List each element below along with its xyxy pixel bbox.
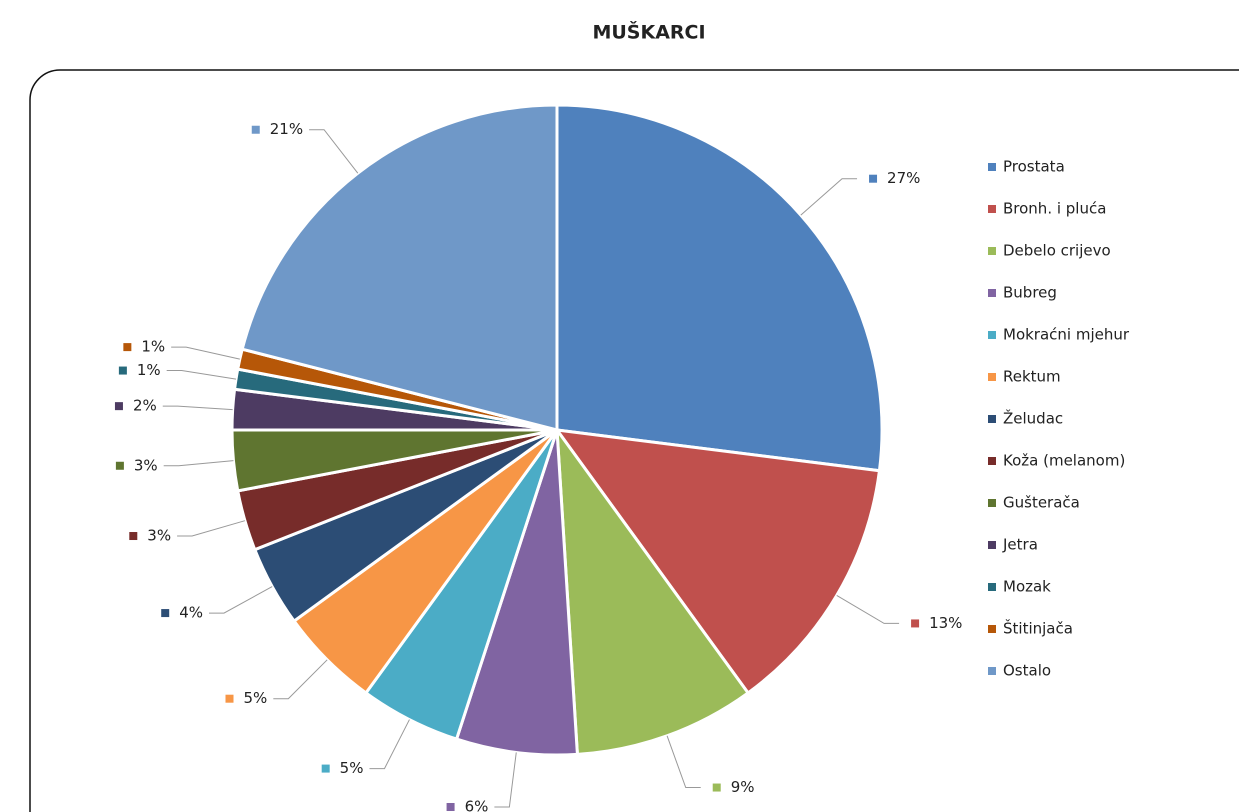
leader-line	[666, 735, 701, 789]
legend-marker	[988, 289, 996, 297]
leader-line	[800, 178, 858, 216]
chart-title: MUŠKARCI	[592, 20, 705, 44]
data-label: 3%	[147, 527, 171, 545]
label-marker	[123, 343, 132, 352]
legend-label: Jetra	[1002, 536, 1038, 554]
leader-line	[166, 370, 237, 380]
leader-line	[494, 752, 517, 808]
data-label: 27%	[887, 169, 920, 187]
data-label: 1%	[137, 361, 161, 379]
label-marker	[251, 125, 260, 134]
label-marker	[712, 783, 721, 792]
legend-marker	[988, 415, 996, 423]
data-label: 3%	[134, 456, 158, 474]
pie-slice	[555, 424, 751, 756]
leader-line	[836, 595, 900, 624]
legend-marker	[988, 373, 996, 381]
legend-label: Debelo crijevo	[1003, 242, 1111, 260]
data-label: 2%	[133, 397, 157, 415]
data-label: 21%	[270, 120, 303, 138]
legend-marker	[988, 625, 996, 633]
leader-line	[177, 520, 246, 537]
legend-marker	[988, 331, 996, 339]
legend-marker	[988, 667, 996, 675]
label-marker	[321, 764, 330, 773]
label-marker	[118, 366, 127, 375]
leader-line	[209, 586, 273, 614]
label-marker	[114, 402, 123, 411]
data-label: 5%	[340, 759, 364, 777]
legend-marker	[988, 457, 996, 465]
data-label: 4%	[179, 604, 203, 622]
legend-label: Bubreg	[1003, 284, 1057, 302]
data-label: 13%	[929, 614, 962, 632]
legend-label: Ostalo	[1003, 662, 1051, 680]
label-marker	[161, 609, 170, 618]
legend-label: Bronh. i pluća	[1003, 200, 1106, 218]
legend-marker	[988, 541, 996, 549]
legend-label: Mozak	[1003, 578, 1051, 596]
frame	[29, 69, 1239, 812]
legend-label: Koža (melanom)	[1003, 452, 1125, 470]
leader-line	[163, 460, 234, 467]
label-marker	[129, 532, 138, 541]
legend-label: Štitinjača	[1003, 619, 1073, 638]
pie-slice	[240, 103, 559, 432]
legend-label: Mokraćni mjehur	[1003, 326, 1130, 344]
legend-label: Želudac	[1003, 409, 1063, 428]
data-label: 5%	[244, 689, 268, 707]
data-label: 9%	[731, 778, 755, 796]
label-marker	[869, 174, 878, 183]
pie-slice	[555, 103, 884, 473]
legend-label: Gušterača	[1003, 494, 1080, 512]
legend-marker	[988, 205, 996, 213]
label-marker	[446, 803, 455, 812]
legend-marker	[988, 247, 996, 255]
data-label: 1%	[141, 338, 165, 356]
label-marker	[225, 694, 234, 703]
pie-slice	[454, 429, 579, 757]
label-marker	[911, 619, 920, 628]
legend-label: Prostata	[1003, 158, 1065, 176]
legend-label: Rektum	[1003, 368, 1061, 386]
label-marker	[115, 461, 124, 470]
leader-line	[273, 659, 328, 700]
data-label: 6%	[465, 798, 489, 812]
legend-marker	[988, 499, 996, 507]
legend-marker	[988, 583, 996, 591]
leader-line	[171, 346, 240, 360]
leader-line	[369, 719, 410, 770]
leader-line	[309, 129, 359, 174]
legend-marker	[988, 163, 996, 171]
leader-line	[162, 405, 233, 411]
